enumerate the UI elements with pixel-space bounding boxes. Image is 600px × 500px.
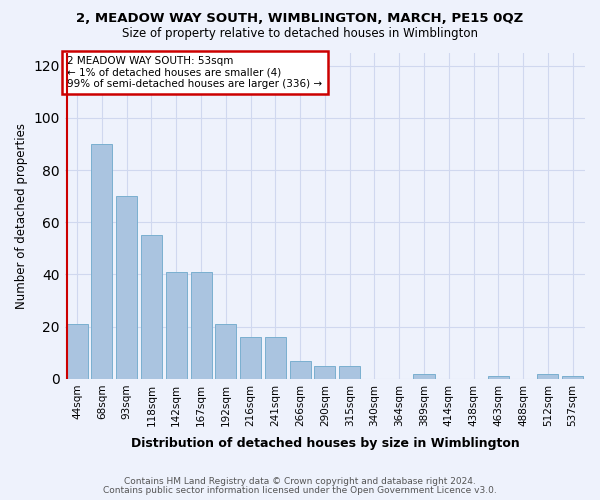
Bar bbox=[265, 337, 286, 379]
Bar bbox=[538, 374, 559, 379]
Bar bbox=[562, 376, 583, 379]
Bar bbox=[290, 360, 311, 379]
Text: Size of property relative to detached houses in Wimblington: Size of property relative to detached ho… bbox=[122, 28, 478, 40]
Bar bbox=[240, 337, 261, 379]
Bar bbox=[488, 376, 509, 379]
Text: 2, MEADOW WAY SOUTH, WIMBLINGTON, MARCH, PE15 0QZ: 2, MEADOW WAY SOUTH, WIMBLINGTON, MARCH,… bbox=[76, 12, 524, 26]
Bar bbox=[141, 236, 162, 379]
Text: Contains public sector information licensed under the Open Government Licence v3: Contains public sector information licen… bbox=[103, 486, 497, 495]
Bar bbox=[116, 196, 137, 379]
Y-axis label: Number of detached properties: Number of detached properties bbox=[15, 122, 28, 308]
Bar bbox=[91, 144, 112, 379]
Text: Contains HM Land Registry data © Crown copyright and database right 2024.: Contains HM Land Registry data © Crown c… bbox=[124, 477, 476, 486]
Bar bbox=[166, 272, 187, 379]
Bar bbox=[413, 374, 434, 379]
Text: 2 MEADOW WAY SOUTH: 53sqm
← 1% of detached houses are smaller (4)
99% of semi-de: 2 MEADOW WAY SOUTH: 53sqm ← 1% of detach… bbox=[67, 56, 323, 89]
Bar bbox=[339, 366, 360, 379]
Bar bbox=[314, 366, 335, 379]
X-axis label: Distribution of detached houses by size in Wimblington: Distribution of detached houses by size … bbox=[131, 437, 519, 450]
Bar bbox=[215, 324, 236, 379]
Bar bbox=[191, 272, 212, 379]
Bar bbox=[67, 324, 88, 379]
